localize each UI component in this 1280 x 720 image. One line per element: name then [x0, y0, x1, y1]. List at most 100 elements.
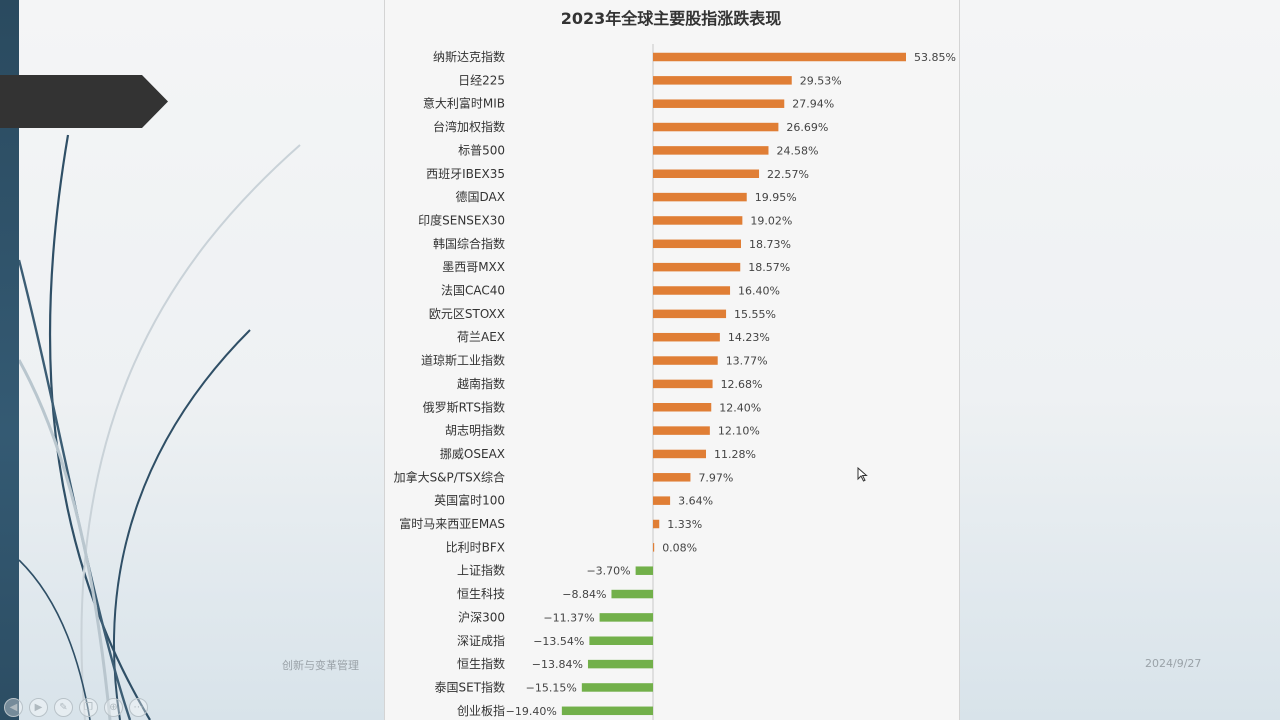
- category-label-0: 纳斯达克指数: [433, 49, 505, 64]
- bar-11: [653, 309, 727, 319]
- pen-icon[interactable]: ✎: [54, 698, 73, 717]
- bar-5: [653, 169, 760, 178]
- category-label-14: 越南指数: [457, 376, 505, 391]
- category-label-16: 胡志明指数: [445, 423, 505, 438]
- value-label-7: 19.02%: [750, 214, 792, 227]
- slideshow-controls: ◀ ▶ ✎ ❐ ⊕ ⋯: [4, 698, 148, 718]
- category-label-5: 西班牙IBEX35: [426, 167, 505, 181]
- bar-27: [581, 683, 653, 692]
- bar-28: [561, 706, 653, 716]
- category-label-27: 泰国SET指数: [434, 679, 505, 694]
- value-label-24: −11.37%: [543, 611, 594, 624]
- bar-8: [653, 239, 741, 249]
- more-icon[interactable]: ⋯: [129, 698, 148, 717]
- bar-15: [653, 403, 712, 412]
- category-label-2: 意大利富时MIB: [423, 96, 505, 111]
- bar-20: [653, 519, 660, 529]
- bar-23: [611, 589, 653, 599]
- value-label-26: −13.84%: [532, 658, 583, 671]
- value-label-10: 16.40%: [738, 285, 780, 298]
- bar-25: [589, 636, 653, 645]
- copy-icon[interactable]: ❐: [79, 698, 98, 717]
- mouse-cursor-icon: [857, 467, 868, 482]
- value-label-15: 12.40%: [719, 401, 761, 414]
- value-label-2: 27.94%: [792, 98, 834, 111]
- bar-16: [653, 426, 710, 435]
- bar-0: [653, 52, 906, 62]
- bar-4: [653, 146, 769, 155]
- value-label-25: −13.54%: [533, 635, 584, 648]
- bar-13: [653, 356, 718, 365]
- category-label-7: 印度SENSEX30: [418, 212, 505, 227]
- value-label-1: 29.53%: [800, 74, 842, 87]
- value-label-19: 3.64%: [678, 495, 713, 508]
- zoom-icon[interactable]: ⊕: [104, 698, 123, 717]
- category-label-20: 富时马来西亚EMAS: [399, 516, 505, 531]
- category-label-3: 台湾加权指数: [433, 119, 505, 134]
- category-label-13: 道琼斯工业指数: [421, 353, 505, 368]
- prev-icon[interactable]: ◀: [4, 698, 23, 717]
- footer-organization: 创新与变革管理: [282, 659, 359, 672]
- category-label-18: 加拿大S&P/TSX综合: [394, 469, 505, 484]
- value-label-6: 19.95%: [755, 191, 797, 204]
- title-tab-shape: [0, 75, 168, 128]
- value-label-0: 53.85%: [914, 51, 956, 64]
- value-label-9: 18.57%: [748, 261, 790, 274]
- chart-title: 2023年全球主要股指涨跌表现: [561, 9, 782, 28]
- value-label-16: 12.10%: [718, 425, 760, 438]
- category-label-1: 日经225: [458, 73, 505, 87]
- next-icon[interactable]: ▶: [29, 698, 48, 717]
- bar-6: [653, 192, 747, 202]
- category-label-6: 德国DAX: [456, 189, 505, 204]
- value-label-8: 18.73%: [749, 238, 791, 251]
- value-label-17: 11.28%: [714, 448, 756, 461]
- bar-2: [653, 99, 785, 108]
- decorative-curves: [17, 134, 301, 720]
- chart-panel: 2023年全球主要股指涨跌表现纳斯达克指数 53.85% 日经225 29.53% 意大…: [384, 0, 960, 720]
- bar-19: [653, 496, 671, 505]
- category-label-24: 沪深300: [458, 610, 505, 624]
- category-label-25: 深证成指: [457, 633, 505, 648]
- bar-3: [653, 122, 779, 132]
- bar-24: [599, 613, 653, 622]
- category-label-22: 上证指数: [457, 563, 505, 578]
- bar-18: [653, 473, 691, 482]
- bar-9: [653, 262, 741, 272]
- value-label-5: 22.57%: [767, 168, 809, 181]
- value-label-3: 26.69%: [786, 121, 828, 134]
- value-label-21: 0.08%: [662, 541, 697, 554]
- bar-22: [635, 566, 653, 575]
- value-label-14: 12.68%: [721, 378, 763, 391]
- value-label-20: 1.33%: [667, 518, 702, 531]
- bar-26: [587, 659, 653, 669]
- bar-12: [653, 332, 720, 342]
- category-label-15: 俄罗斯RTS指数: [423, 399, 505, 414]
- category-label-9: 墨西哥MXX: [442, 260, 505, 274]
- value-label-23: −8.84%: [562, 588, 606, 601]
- value-label-13: 13.77%: [726, 355, 768, 368]
- value-label-12: 14.23%: [728, 331, 770, 344]
- left-accent-strip: [0, 0, 19, 720]
- category-label-17: 挪威OSEAX: [440, 447, 505, 461]
- category-label-28: 创业板指: [457, 703, 505, 718]
- value-label-4: 24.58%: [776, 144, 818, 157]
- category-label-26: 恒生指数: [457, 656, 505, 671]
- bar-17: [653, 449, 706, 459]
- value-label-28: −19.40%: [506, 705, 557, 718]
- bar-1: [653, 76, 792, 85]
- bar-21: [653, 543, 655, 552]
- category-label-23: 恒生科技: [457, 587, 505, 601]
- bar-14: [653, 379, 713, 389]
- category-label-4: 标普500: [458, 143, 505, 157]
- category-label-11: 欧元区STOXX: [429, 307, 505, 321]
- bar-10: [653, 286, 731, 295]
- bar-7: [653, 216, 743, 225]
- value-label-18: 7.97%: [698, 471, 733, 484]
- value-label-22: −3.70%: [586, 565, 630, 578]
- value-label-27: −15.15%: [526, 681, 577, 694]
- category-label-12: 荷兰AEX: [457, 330, 505, 344]
- category-label-21: 比利时BFX: [446, 540, 505, 554]
- category-label-19: 英国富时100: [434, 493, 505, 508]
- category-label-8: 韩国综合指数: [433, 236, 505, 251]
